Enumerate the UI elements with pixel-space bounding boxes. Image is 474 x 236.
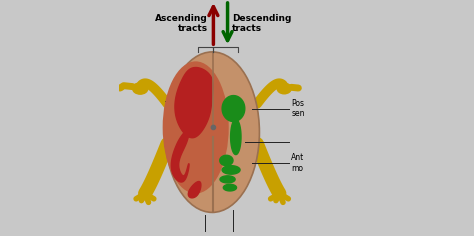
- Text: Descending
tracts: Descending tracts: [232, 14, 292, 33]
- Ellipse shape: [165, 52, 259, 212]
- Ellipse shape: [133, 83, 148, 94]
- Text: Ant
mo: Ant mo: [292, 153, 304, 173]
- Polygon shape: [220, 176, 235, 183]
- Polygon shape: [188, 181, 201, 198]
- Polygon shape: [171, 128, 190, 182]
- Polygon shape: [220, 155, 233, 166]
- Polygon shape: [222, 166, 240, 174]
- Text: Pos
sen: Pos sen: [292, 99, 305, 118]
- Text: Ascending
tracts: Ascending tracts: [155, 14, 208, 33]
- Polygon shape: [175, 67, 213, 138]
- Polygon shape: [231, 119, 241, 155]
- Circle shape: [211, 125, 216, 130]
- Polygon shape: [222, 96, 245, 122]
- Ellipse shape: [163, 61, 229, 194]
- Ellipse shape: [277, 83, 292, 94]
- Polygon shape: [223, 184, 237, 191]
